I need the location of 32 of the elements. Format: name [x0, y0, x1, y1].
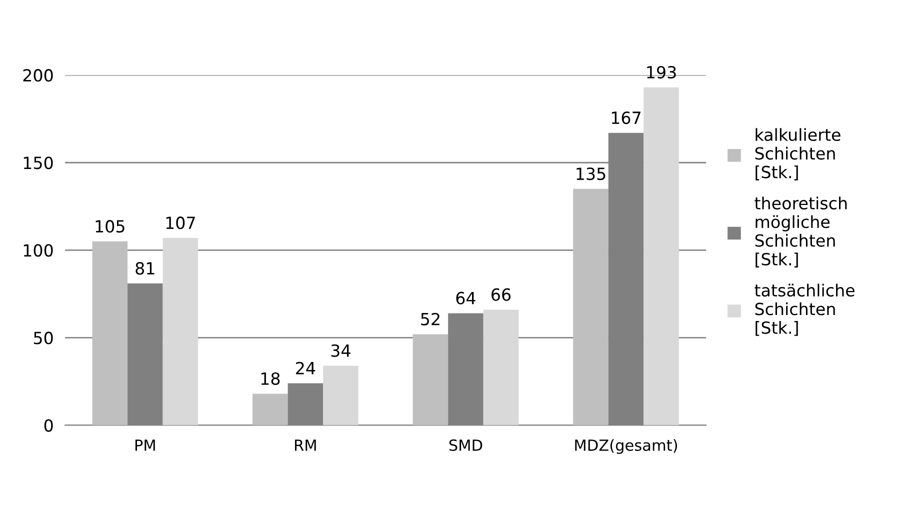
data-label: 167 [612, 111, 640, 124]
x-tick-label: MDZ(gesamt) [575, 439, 678, 454]
bar [644, 87, 679, 426]
bar [573, 188, 608, 426]
data-label: 52 [421, 312, 440, 326]
bar [412, 334, 448, 426]
data-label: 64 [456, 292, 476, 304]
bar [483, 310, 519, 426]
data-label: 193 [647, 66, 676, 79]
data-label: 24 [296, 362, 316, 374]
x-tick-label: PM [135, 440, 155, 451]
legend-label: theoretisch mögliche Schichten [Stk.] [754, 196, 847, 268]
data-label: 105 [96, 220, 124, 233]
data-label: 107 [166, 216, 195, 230]
legend-label: kalkulierte Schichten [Stk.] [755, 128, 840, 180]
data-label: 66 [492, 288, 511, 301]
y-tick-label: 50 [34, 332, 53, 344]
bar [162, 238, 198, 426]
data-label: 81 [136, 262, 154, 275]
legend-label: tatsächliche Schichten [Stk.] [754, 284, 854, 336]
x-tick-label: RM [295, 440, 316, 451]
bar [92, 241, 128, 426]
data-label: 135 [576, 167, 606, 180]
y-tick-label: 150 [24, 156, 53, 170]
bar [252, 394, 288, 426]
data-label: 34 [331, 344, 350, 357]
data-label: 18 [261, 372, 280, 385]
bar [323, 366, 358, 426]
y-tick-label: 200 [23, 69, 53, 82]
y-tick-label: 0 [44, 419, 53, 432]
y-tick-label: 100 [24, 244, 53, 257]
x-tick-label: SMD [449, 439, 482, 451]
